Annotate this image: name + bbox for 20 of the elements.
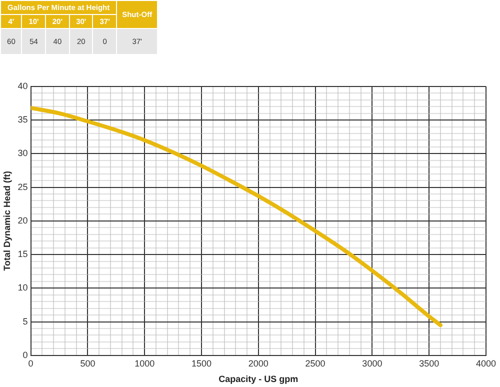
x-tick-label: 2000 [248,358,268,368]
y-tick-label: 25 [18,182,28,192]
x-tick-label: 1500 [191,358,212,368]
x-tick-label: 3000 [362,358,382,368]
y-tick-label: 10 [18,282,28,293]
y-tick-label: 0 [22,350,28,360]
y-tick-label: 15 [18,249,28,260]
x-tick-label: 1000 [134,358,155,368]
x-tick-label: 4000 [476,358,496,368]
y-tick-label: 40 [18,80,28,91]
y-axis-title: Total Dynamic Head (ft) [2,170,12,271]
y-tick-label: 30 [18,148,28,158]
line-series [30,106,442,328]
x-tick-label: 500 [80,358,96,368]
x-tick-label: 3500 [419,358,440,368]
y-tick-label: 5 [22,316,28,326]
y-tick-label: 20 [18,215,28,226]
x-tick-label: 2500 [305,358,326,368]
y-tick-label: 35 [18,114,28,125]
x-axis-title: Capacity - US gpm [218,374,298,384]
